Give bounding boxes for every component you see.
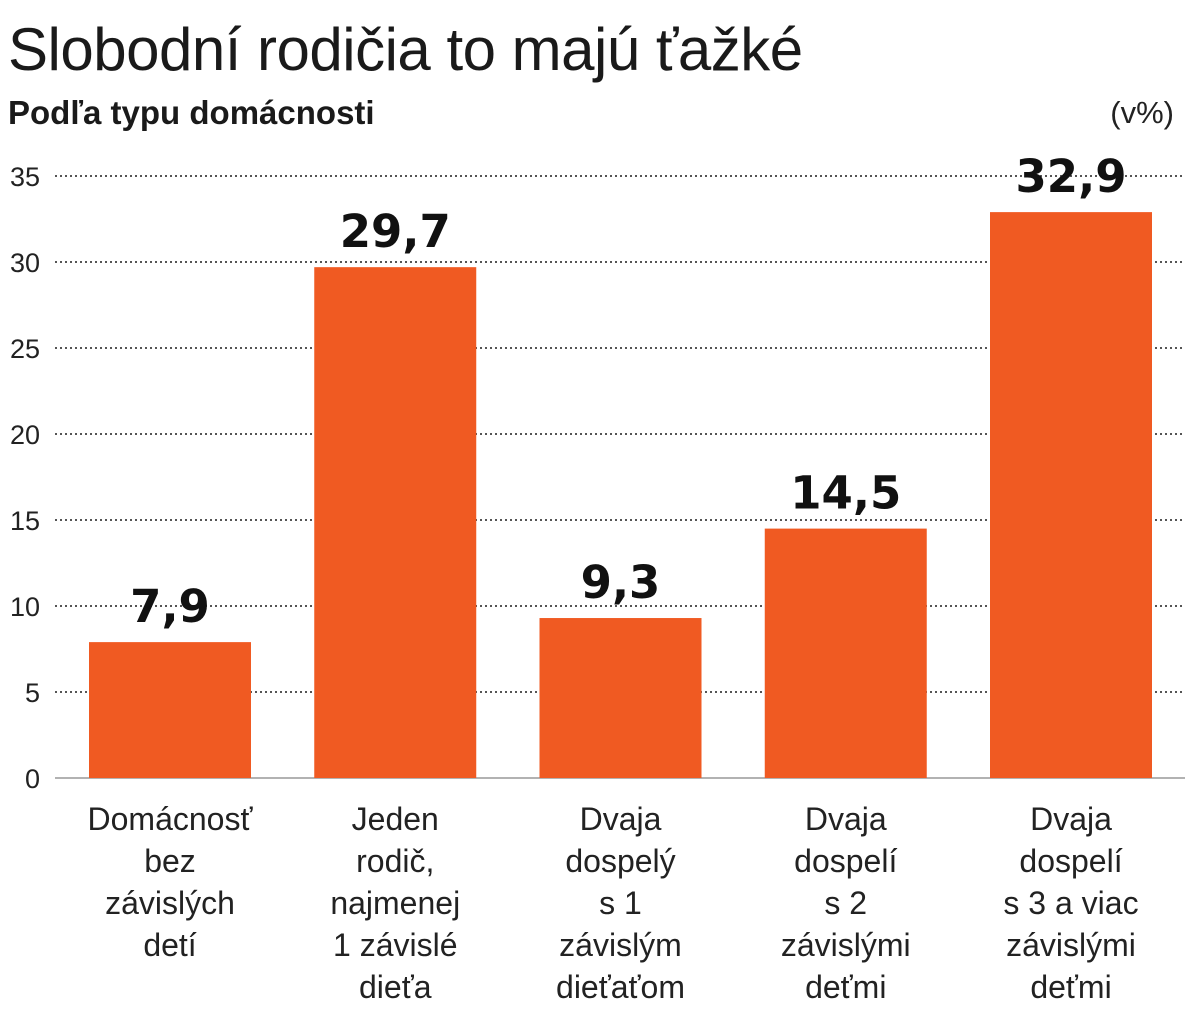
y-tick-label: 25 <box>10 334 40 364</box>
x-category-label: Dvaja dospelý s 1 závislým dieťaťom <box>556 801 685 1005</box>
y-tick-label: 0 <box>25 764 40 794</box>
data-label: 7,9 <box>130 580 210 633</box>
y-tick-label: 30 <box>10 248 40 278</box>
y-tick-label: 35 <box>10 162 40 192</box>
data-label: 32,9 <box>1015 150 1126 203</box>
y-tick-label: 20 <box>10 420 40 450</box>
x-category-label: Dvaja dospelí s 2 závislými deťmi <box>781 801 911 1005</box>
y-tick-label: 5 <box>25 678 40 708</box>
unit-label: (v%) <box>1110 95 1174 130</box>
x-category-label: Jeden rodič, najmenej 1 závislé dieťa <box>330 801 460 1005</box>
data-label: 14,5 <box>790 467 901 520</box>
data-label: 29,7 <box>340 205 451 258</box>
data-label: 9,3 <box>581 556 661 609</box>
bar <box>990 212 1152 778</box>
bar <box>539 618 702 778</box>
bar <box>314 267 477 778</box>
bar <box>764 528 927 778</box>
x-category-label: Domácnosť bez závislých detí <box>88 801 254 963</box>
chart-subtitle: Podľa typu domácnosti <box>8 94 375 131</box>
y-tick-label: 15 <box>10 506 40 536</box>
x-category-label: Dvaja dospelí s 3 a viac závislými deťmi <box>1003 801 1138 1005</box>
chart-title: Slobodní rodičia to majú ťažké <box>8 16 803 83</box>
y-tick-label: 10 <box>10 592 40 622</box>
bar <box>89 642 251 778</box>
